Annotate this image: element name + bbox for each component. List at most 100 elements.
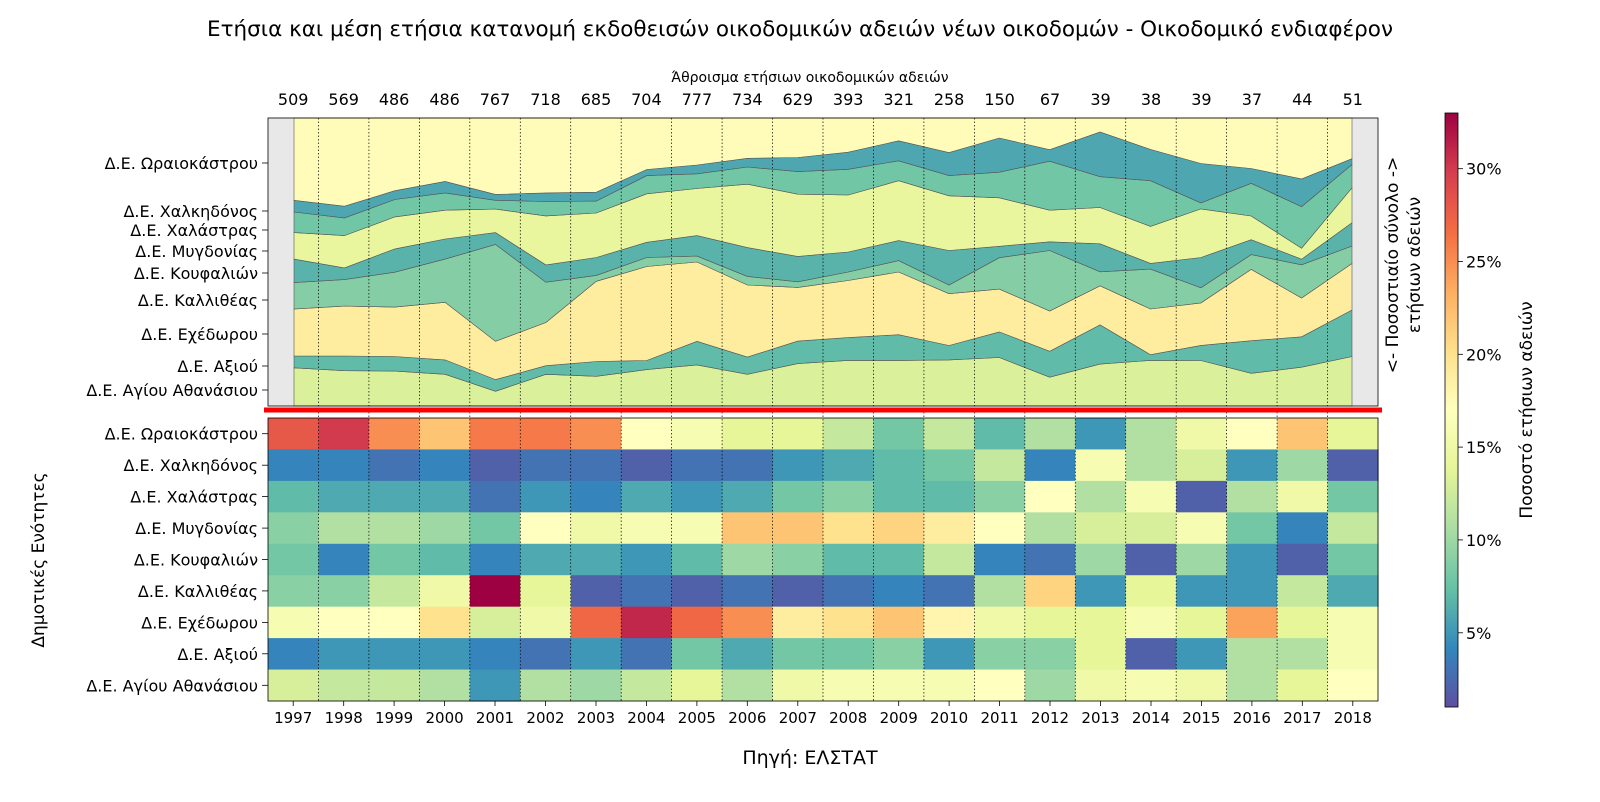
heatmap-cell — [823, 575, 875, 608]
total-label: 393 — [833, 90, 864, 109]
heatmap-cell — [1075, 638, 1127, 671]
heatmap-cell — [1277, 449, 1329, 482]
stack-unit-label: Δ.Ε. Χαλκηδόνος — [123, 202, 258, 221]
heatmap-cell — [1024, 480, 1076, 513]
heatmap-cell — [823, 449, 875, 482]
year-tick-label: 1999 — [375, 709, 413, 727]
heatmap-panel — [267, 417, 1379, 702]
heatmap-cell — [974, 480, 1026, 513]
heatmap-cell — [1075, 669, 1127, 702]
heatmap-cell — [1075, 575, 1127, 608]
year-tick-label: 2016 — [1233, 709, 1271, 727]
heatmap-cell — [1024, 575, 1076, 608]
year-tick-label: 2004 — [627, 709, 665, 727]
heatmap-cell — [419, 638, 471, 671]
heatmap-cell — [318, 575, 370, 608]
heatmap-cell — [268, 480, 320, 513]
heatmap-cell — [1125, 575, 1177, 608]
heatmap-unit-label: Δ.Ε. Μυγδονίας — [135, 519, 258, 538]
heatmap-cell — [671, 449, 723, 482]
heatmap-cell — [923, 669, 975, 702]
heatmap-cell — [520, 606, 572, 639]
heatmap-cell — [1176, 480, 1228, 513]
heatmap-cell — [570, 543, 622, 576]
total-label: 486 — [379, 90, 410, 109]
heatmap-cell — [469, 480, 521, 513]
heatmap-cell — [1277, 543, 1329, 576]
heatmap-cell — [368, 606, 420, 639]
heatmap-cell — [268, 418, 320, 451]
heatmap-cell — [1075, 418, 1127, 451]
heatmap-cell — [873, 669, 925, 702]
heatmap-cell — [318, 606, 370, 639]
heatmap-cell — [268, 543, 320, 576]
heatmap-cell — [469, 669, 521, 702]
year-tick-label: 2017 — [1283, 709, 1321, 727]
year-tick-labels: 1997 1998 1999 2000 2001 2002 2003 2004 2005 2006… — [274, 701, 1372, 727]
heatmap-cell — [1176, 449, 1228, 482]
heatmap-cell — [873, 512, 925, 545]
heatmap-cell — [974, 543, 1026, 576]
stack-unit-label: Δ.Ε. Ωραιοκάστρου — [105, 154, 258, 173]
heatmap-cell — [1125, 512, 1177, 545]
heatmap-cell — [923, 638, 975, 671]
heatmap-cell — [1277, 669, 1329, 702]
heatmap-cell — [974, 638, 1026, 671]
year-tick-label: 2005 — [678, 709, 716, 727]
heatmap-cell — [823, 606, 875, 639]
year-tick-label: 2015 — [1182, 709, 1220, 727]
heatmap-cell — [1226, 512, 1278, 545]
heatmap-cell — [974, 606, 1026, 639]
colorbar-tick-label: 15% — [1466, 438, 1502, 457]
heatmap-unit-label: Δ.Ε. Χαλκηδόνος — [123, 456, 258, 475]
heatmap-cell — [469, 449, 521, 482]
heatmap-cell — [268, 575, 320, 608]
heatmap-cell — [823, 669, 875, 702]
heatmap-cell — [469, 543, 521, 576]
heatmap-unit-label: Δ.Ε. Αγίου Αθανάσιου — [86, 676, 258, 695]
heatmap-unit-label: Δ.Ε. Εχέδωρου — [141, 613, 258, 632]
heatmap-cell — [1277, 606, 1329, 639]
total-label: 734 — [732, 90, 763, 109]
heatmap-cell — [621, 669, 673, 702]
heatmap-cell — [1125, 638, 1177, 671]
heatmap-cell — [1024, 669, 1076, 702]
heatmap-cell — [772, 480, 824, 513]
total-label: 37 — [1242, 90, 1262, 109]
heatmap-cell — [1327, 606, 1379, 639]
heatmap-cell — [570, 512, 622, 545]
heatmap-cell — [621, 543, 673, 576]
heatmap-cell — [1024, 543, 1076, 576]
heatmap-cell — [823, 543, 875, 576]
heatmap-cell — [520, 575, 572, 608]
heatmap-cell — [570, 575, 622, 608]
heatmap-cell — [1075, 480, 1127, 513]
heatmap-cell — [1176, 669, 1228, 702]
heatmap-cell — [823, 512, 875, 545]
heatmap-cell — [974, 418, 1026, 451]
colorbar-tick-label: 5% — [1466, 624, 1491, 643]
source-label: Πηγή: ΕΛΣΤΑΤ — [742, 747, 878, 769]
total-label: 569 — [328, 90, 359, 109]
year-tick-label: 2011 — [981, 709, 1019, 727]
y-axis-label: Δημοτικές Ενότητες — [29, 472, 49, 647]
heatmap-cell — [671, 512, 723, 545]
heatmap-unit-label: Δ.Ε. Αξιού — [177, 645, 258, 664]
heatmap-cell — [520, 418, 572, 451]
heatmap-unit-label: Δ.Ε. Κουφαλιών — [134, 551, 258, 570]
total-label: 509 — [278, 90, 309, 109]
year-tick-label: 2013 — [1081, 709, 1119, 727]
heatmap-cell — [621, 480, 673, 513]
stack-side-label-line1: <- Ποσοστιαίο σύνολο -> — [1383, 157, 1403, 373]
heatmap-cell — [1327, 449, 1379, 482]
heatmap-cell — [419, 512, 471, 545]
heatmap-cell — [621, 512, 673, 545]
heatmap-cell — [1327, 512, 1379, 545]
heatmap-cell — [1226, 575, 1278, 608]
heatmap-cell — [923, 418, 975, 451]
heatmap-cell — [419, 543, 471, 576]
year-tick-label: 2002 — [526, 709, 564, 727]
heatmap-cell — [1226, 669, 1278, 702]
heatmap-cell — [1277, 638, 1329, 671]
heatmap-cell — [368, 543, 420, 576]
